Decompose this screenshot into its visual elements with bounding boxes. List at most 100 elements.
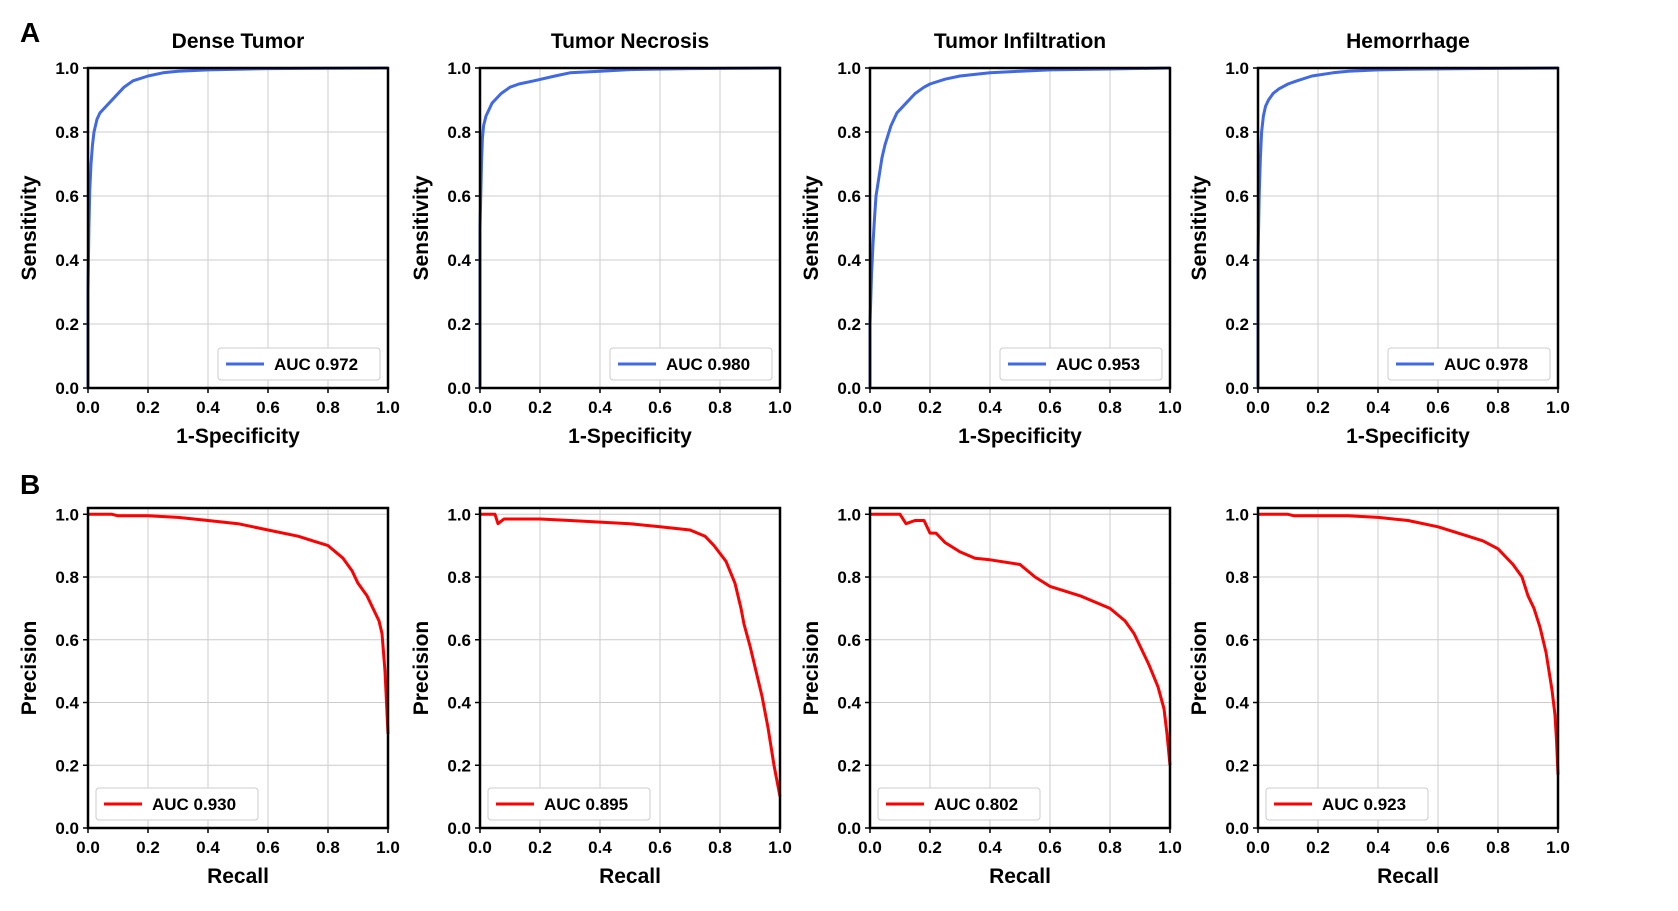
tick-label-y: 1.0 (837, 505, 861, 524)
tick-label-x: 0.2 (1306, 398, 1330, 417)
plots-layer: 0.0 0.2 0.4 0.6 0.8 1.0 0.0 0.2 0.4 0.6 0.8 1.0 Dens… (18, 30, 1570, 888)
tick-label-x: 0.4 (1366, 838, 1390, 857)
subplot-1: 0.0 0.2 0.4 0.6 0.8 1.0 0.0 0.2 0.4 0.6 0.8 1.0 Dens… (18, 30, 400, 448)
tick-label-y: 0.6 (837, 631, 861, 650)
plot-frame (86, 66, 390, 390)
tick-label-y: 0.2 (837, 756, 861, 775)
x-axis-label: 1-Specificity (176, 425, 300, 448)
tick-label-y: 1.0 (55, 505, 79, 524)
plot-frame (478, 66, 782, 390)
tick-label-y: 0.6 (55, 631, 79, 650)
tick-label-x: 1.0 (1158, 398, 1182, 417)
subplot-7: 0.0 0.2 0.4 0.6 0.8 1.0 0.0 0.2 0.4 0.6 0.8 1.0 Reca… (800, 505, 1182, 888)
x-axis-label: Recall (989, 865, 1051, 888)
plot-frame (1256, 506, 1560, 830)
tick-label-x: 1.0 (768, 398, 792, 417)
series-line (1256, 66, 1559, 388)
tick-label-y: 0.4 (837, 694, 861, 713)
tick-label-x: 0.2 (918, 398, 942, 417)
tick-label-x: 0.2 (918, 838, 942, 857)
tick-label-x: 0.8 (1486, 398, 1510, 417)
plot-frame (1256, 66, 1560, 390)
tick-label-x: 0.6 (1038, 398, 1062, 417)
tick-label-x: 0.2 (528, 838, 552, 857)
tick-label-x: 1.0 (1158, 838, 1182, 857)
tick-label-x: 0.0 (1246, 838, 1270, 857)
tick-label-y: 1.0 (837, 59, 861, 78)
tick-label-x: 0.8 (1098, 838, 1122, 857)
tick-label-y: 0.0 (837, 819, 861, 838)
tick-label-y: 1.0 (1225, 59, 1249, 78)
tick-label-y: 0.4 (447, 694, 471, 713)
tick-label-x: 0.2 (136, 398, 160, 417)
tick-label-y: 0.6 (837, 187, 861, 206)
tick-label-y: 0.0 (837, 379, 861, 398)
y-axis-label: Sensitivity (800, 175, 823, 280)
legend-label: AUC 0.930 (152, 795, 236, 814)
x-axis-label: 1-Specificity (568, 425, 692, 448)
legend-box (1387, 347, 1551, 381)
tick-label-x: 0.6 (256, 398, 280, 417)
y-axis-label: Precision (18, 621, 41, 716)
chart-title: Tumor Infiltration (934, 30, 1106, 53)
tick-label-y: 0.8 (837, 568, 861, 587)
plot-frame (868, 66, 1172, 390)
tick-label-y: 0.4 (837, 251, 861, 270)
panel-label-a: A (20, 17, 40, 48)
tick-label-y: 0.2 (447, 315, 471, 334)
legend: AUC 0.953 (999, 347, 1163, 381)
tick-label-y: 0.4 (1225, 694, 1249, 713)
subplot-4: 0.0 0.2 0.4 0.6 0.8 1.0 0.0 0.2 0.4 0.6 0.8 1.0 Hemo… (1188, 30, 1570, 448)
legend-box (487, 787, 651, 821)
tick-label-y: 0.2 (1225, 756, 1249, 775)
tick-label-y: 0.0 (447, 379, 471, 398)
legend-box (877, 787, 1041, 821)
tick-label-y: 0.0 (447, 819, 471, 838)
legend: AUC 0.972 (217, 347, 381, 381)
tick-label-x: 0.0 (858, 838, 882, 857)
legend-box (1265, 787, 1429, 821)
chart-title: Dense Tumor (172, 30, 305, 53)
legend-label: AUC 0.980 (666, 355, 750, 374)
tick-label-y: 0.0 (55, 819, 79, 838)
legend-label: AUC 0.895 (544, 795, 628, 814)
subplot-6: 0.0 0.2 0.4 0.6 0.8 1.0 0.0 0.2 0.4 0.6 0.8 1.0 Reca… (410, 505, 792, 888)
tick-label-y: 0.4 (1225, 251, 1249, 270)
tick-label-y: 1.0 (447, 59, 471, 78)
tick-label-x: 0.4 (588, 398, 612, 417)
tick-label-y: 0.0 (1225, 819, 1249, 838)
tick-label-y: 0.2 (1225, 315, 1249, 334)
legend: AUC 0.930 (95, 787, 259, 821)
y-axis-label: Precision (800, 621, 823, 716)
legend: AUC 0.978 (1387, 347, 1551, 381)
tick-label-y: 0.8 (55, 568, 79, 587)
x-axis-label: Recall (1377, 865, 1439, 888)
tick-label-x: 0.4 (978, 838, 1002, 857)
legend-label: AUC 0.978 (1444, 355, 1528, 374)
y-axis-label: Sensitivity (18, 175, 41, 280)
tick-label-x: 0.8 (1486, 838, 1510, 857)
legend-label: AUC 0.923 (1322, 795, 1406, 814)
tick-label-x: 0.4 (1366, 398, 1390, 417)
tick-label-y: 1.0 (1225, 505, 1249, 524)
legend-box (217, 347, 381, 381)
tick-label-y: 0.8 (1225, 123, 1249, 142)
subplot-2: 0.0 0.2 0.4 0.6 0.8 1.0 0.0 0.2 0.4 0.6 0.8 1.0 Tumo… (410, 30, 792, 448)
subplot-8: 0.0 0.2 0.4 0.6 0.8 1.0 0.0 0.2 0.4 0.6 0.8 1.0 Reca… (1188, 505, 1570, 888)
tick-label-y: 1.0 (447, 505, 471, 524)
legend-box (609, 347, 773, 381)
subplot-3: 0.0 0.2 0.4 0.6 0.8 1.0 0.0 0.2 0.4 0.6 0.8 1.0 Tumo… (800, 30, 1182, 448)
legend-label: AUC 0.953 (1056, 355, 1140, 374)
tick-label-y: 0.4 (55, 694, 79, 713)
y-axis-label: Sensitivity (1188, 175, 1211, 280)
tick-label-x: 1.0 (376, 398, 400, 417)
tick-label-y: 0.4 (55, 251, 79, 270)
legend-box (999, 347, 1163, 381)
tick-label-x: 0.4 (196, 838, 220, 857)
legend: AUC 0.923 (1265, 787, 1429, 821)
x-axis-label: 1-Specificity (1346, 425, 1470, 448)
y-axis-label: Precision (1188, 621, 1211, 716)
tick-label-y: 0.6 (447, 631, 471, 650)
series-line (88, 512, 390, 734)
tick-label-x: 1.0 (1546, 838, 1570, 857)
